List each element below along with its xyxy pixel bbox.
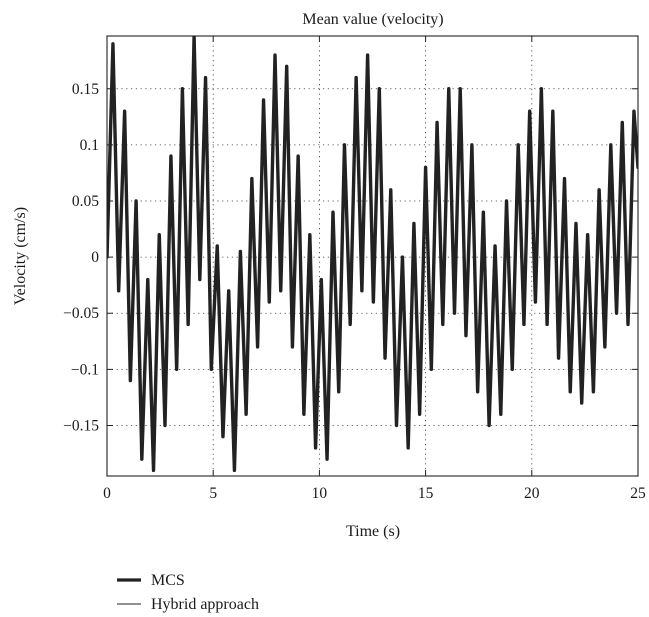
y-axis-label: Velocity (cm/s) (12, 207, 29, 305)
x-axis-label: Time (s) (346, 523, 400, 540)
x-tick-label-0: 0 (103, 485, 111, 502)
legend-label-hybrid: Hybrid approach (151, 596, 259, 613)
legend-label-mcs: MCS (151, 572, 185, 589)
plot-series (107, 36, 638, 473)
y-tick-label-1: 0.1 (80, 137, 99, 154)
axis-ticks: 0 5 10 15 20 25 0.15 0.1 0.05 0 −0.05 −0.1 −0.15 (63, 36, 646, 502)
series-line-hybrid-approach (107, 36, 638, 471)
x-tick-label-2: 10 (312, 485, 328, 502)
y-tick-label-2: 0.05 (72, 193, 99, 210)
y-tick-label-0: 0.15 (72, 81, 99, 98)
x-tick-label-3: 15 (418, 485, 434, 502)
legend: MCS Hybrid approach (117, 572, 259, 613)
y-tick-label-3: 0 (91, 249, 99, 266)
y-tick-label-5: −0.1 (71, 361, 99, 378)
x-tick-label-5: 25 (630, 485, 646, 502)
y-tick-label-6: −0.15 (63, 417, 99, 434)
x-tick-label-4: 20 (524, 485, 540, 502)
x-tick-label-1: 5 (209, 485, 217, 502)
chart-title: Mean value (velocity) (302, 11, 443, 28)
y-tick-label-4: −0.05 (63, 305, 99, 322)
plot-area-frame (106, 35, 639, 477)
